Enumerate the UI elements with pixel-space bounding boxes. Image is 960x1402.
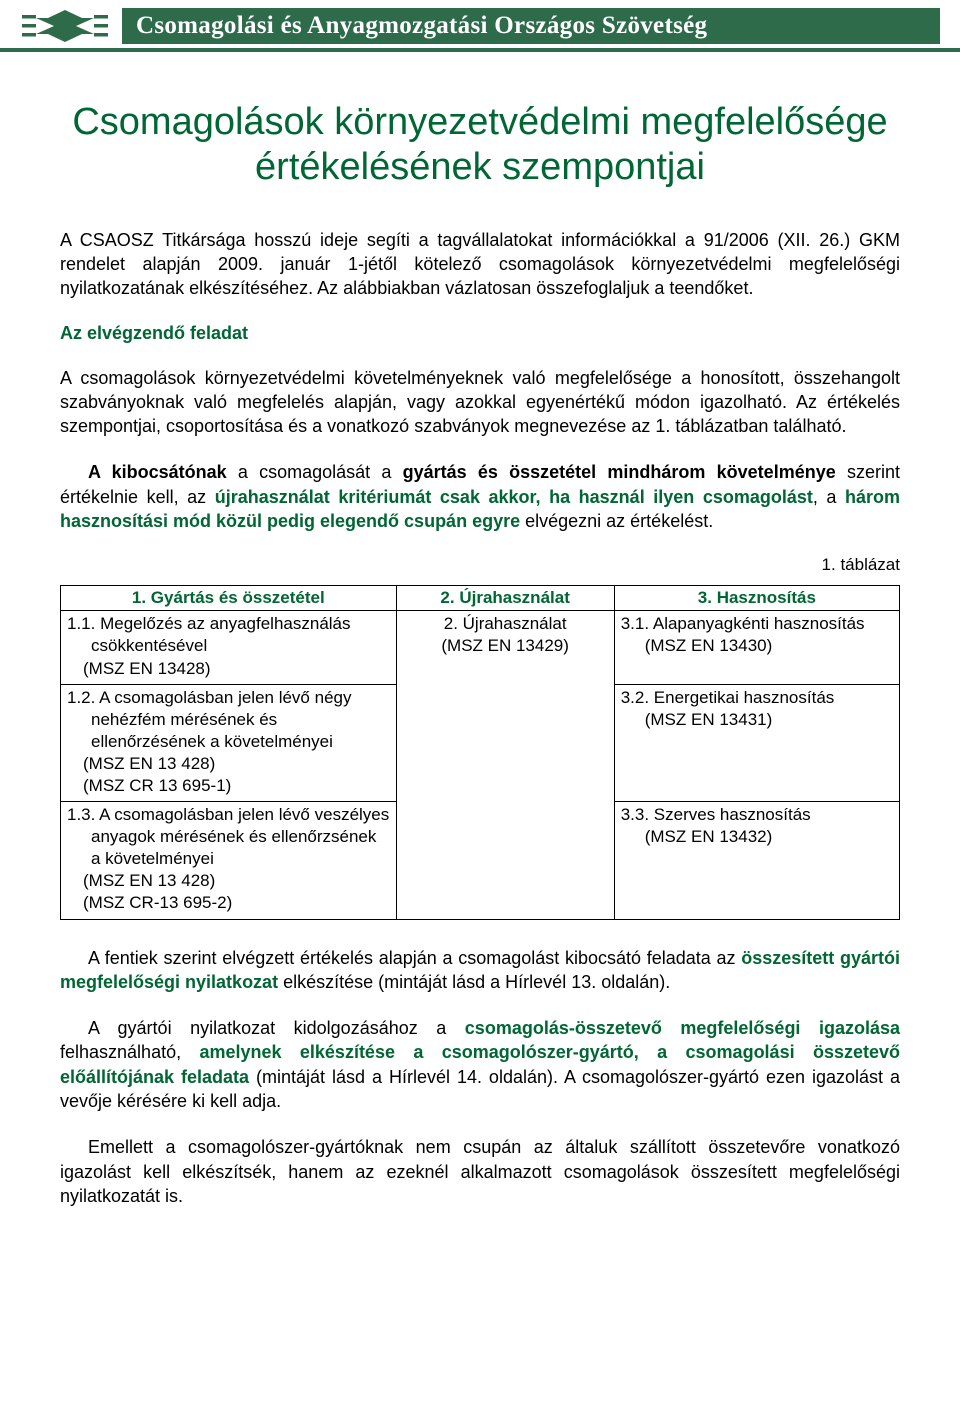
cell-text: (MSZ EN 13 428) xyxy=(67,753,390,775)
cell-text: (MSZ EN 13432) xyxy=(621,826,893,848)
cell-text: anyagok mérésének és ellenőrzsének xyxy=(67,826,390,848)
th-col2: 2. Újrahasználat xyxy=(396,586,614,611)
standards-table: 1. Gyártás és összetétel 2. Újrahasznála… xyxy=(60,585,900,919)
table-header-row: 1. Gyártás és összetétel 2. Újrahasznála… xyxy=(61,586,900,611)
header-banner: Csomagolási és Anyagmozgatási Országos S… xyxy=(0,0,960,52)
org-logo xyxy=(20,8,110,44)
cell-text: (MSZ CR-13 695-2) xyxy=(67,892,390,914)
paragraph-4: A fentiek szerint elvégzett értékelés al… xyxy=(60,946,900,995)
cell-r1c2: 2. Újrahasználat (MSZ EN 13429) xyxy=(396,611,614,919)
cell-text: 1.1. Megelőzés az anyagfelhasználás xyxy=(67,613,390,635)
table-caption: 1. táblázat xyxy=(60,555,900,575)
p3-pre: A kibocsátónak xyxy=(88,462,227,482)
page-content: Csomagolások környezetvédelmi megfelelős… xyxy=(0,52,960,1270)
paragraph-3: A kibocsátónak a csomagolását a gyártás … xyxy=(60,460,900,533)
p3-hl1: gyártás és összetétel mindhárom követelm… xyxy=(403,462,836,482)
p5-mid1: felhasználható, xyxy=(60,1042,199,1062)
cell-text: 3.2. Energetikai hasznosítás xyxy=(621,687,893,709)
cell-text: 1.3. A csomagolásban jelen lévő veszélye… xyxy=(67,804,390,826)
cell-r3c3: 3.3. Szerves hasznosítás (MSZ EN 13432) xyxy=(614,802,899,919)
cell-r2c1: 1.2. A csomagolásban jelen lévő négy neh… xyxy=(61,684,397,801)
p4-pre: A fentiek szerint elvégzett értékelés al… xyxy=(88,948,741,968)
paragraph-2: A csomagolások környezetvédelmi követelm… xyxy=(60,366,900,439)
cell-r1c3: 3.1. Alapanyagkénti hasznosítás (MSZ EN … xyxy=(614,611,899,684)
cell-r1c1: 1.1. Megelőzés az anyagfelhasználás csök… xyxy=(61,611,397,684)
th-col1: 1. Gyártás és összetétel xyxy=(61,586,397,611)
cell-text: (MSZ EN 13430) xyxy=(621,635,893,657)
table-row: 1.1. Megelőzés az anyagfelhasználás csök… xyxy=(61,611,900,684)
th-col3: 3. Hasznosítás xyxy=(614,586,899,611)
cell-text: (MSZ EN 13 428) xyxy=(67,870,390,892)
cell-text: (MSZ EN 13429) xyxy=(403,635,608,657)
cell-text: (MSZ EN 13428) xyxy=(67,658,390,680)
cell-text: 1.2. A csomagolásban jelen lévő négy xyxy=(67,687,390,709)
cell-text: (MSZ EN 13431) xyxy=(621,709,893,731)
cell-text: ellenőrzésének a követelményei xyxy=(67,731,390,753)
cell-text: 2. Újrahasználat xyxy=(403,613,608,635)
p3-mid1: a csomagolását a xyxy=(227,462,403,482)
cell-text: 3.1. Alapanyagkénti hasznosítás xyxy=(621,613,893,635)
p3-mid3: , a xyxy=(813,487,845,507)
cell-text: 3.3. Szerves hasznosítás xyxy=(621,804,893,826)
cell-r2c3: 3.2. Energetikai hasznosítás (MSZ EN 134… xyxy=(614,684,899,801)
banner-title: Csomagolási és Anyagmozgatási Országos S… xyxy=(122,8,940,44)
cell-r3c1: 1.3. A csomagolásban jelen lévő veszélye… xyxy=(61,802,397,919)
cell-text: a követelményei xyxy=(67,848,390,870)
section-heading-task: Az elvégzendő feladat xyxy=(60,323,900,344)
p4-post: elkészítése (mintáját lásd a Hírlevél 13… xyxy=(278,972,670,992)
p3-post: elvégezni az értékelést. xyxy=(520,511,713,531)
cell-text: (MSZ CR 13 695-1) xyxy=(67,775,390,797)
paragraph-5: A gyártói nyilatkozat kidolgozásához a c… xyxy=(60,1016,900,1113)
document-title: Csomagolások környezetvédelmi megfelelős… xyxy=(60,100,900,190)
p3-hl2: újrahasználat kritériumát csak akkor, ha… xyxy=(215,487,813,507)
cell-text: csökkentésével xyxy=(67,635,390,657)
intro-paragraph: A CSAOSZ Titkársága hosszú ideje segíti … xyxy=(60,228,900,301)
p5-pre: A gyártói nyilatkozat kidolgozásához a xyxy=(88,1018,465,1038)
paragraph-6: Emellett a csomagolószer-gyártóknak nem … xyxy=(60,1135,900,1208)
cell-text: nehézfém mérésének és xyxy=(67,709,390,731)
p5-hl1: csomagolás-összetevő megfelelőségi igazo… xyxy=(465,1018,900,1038)
